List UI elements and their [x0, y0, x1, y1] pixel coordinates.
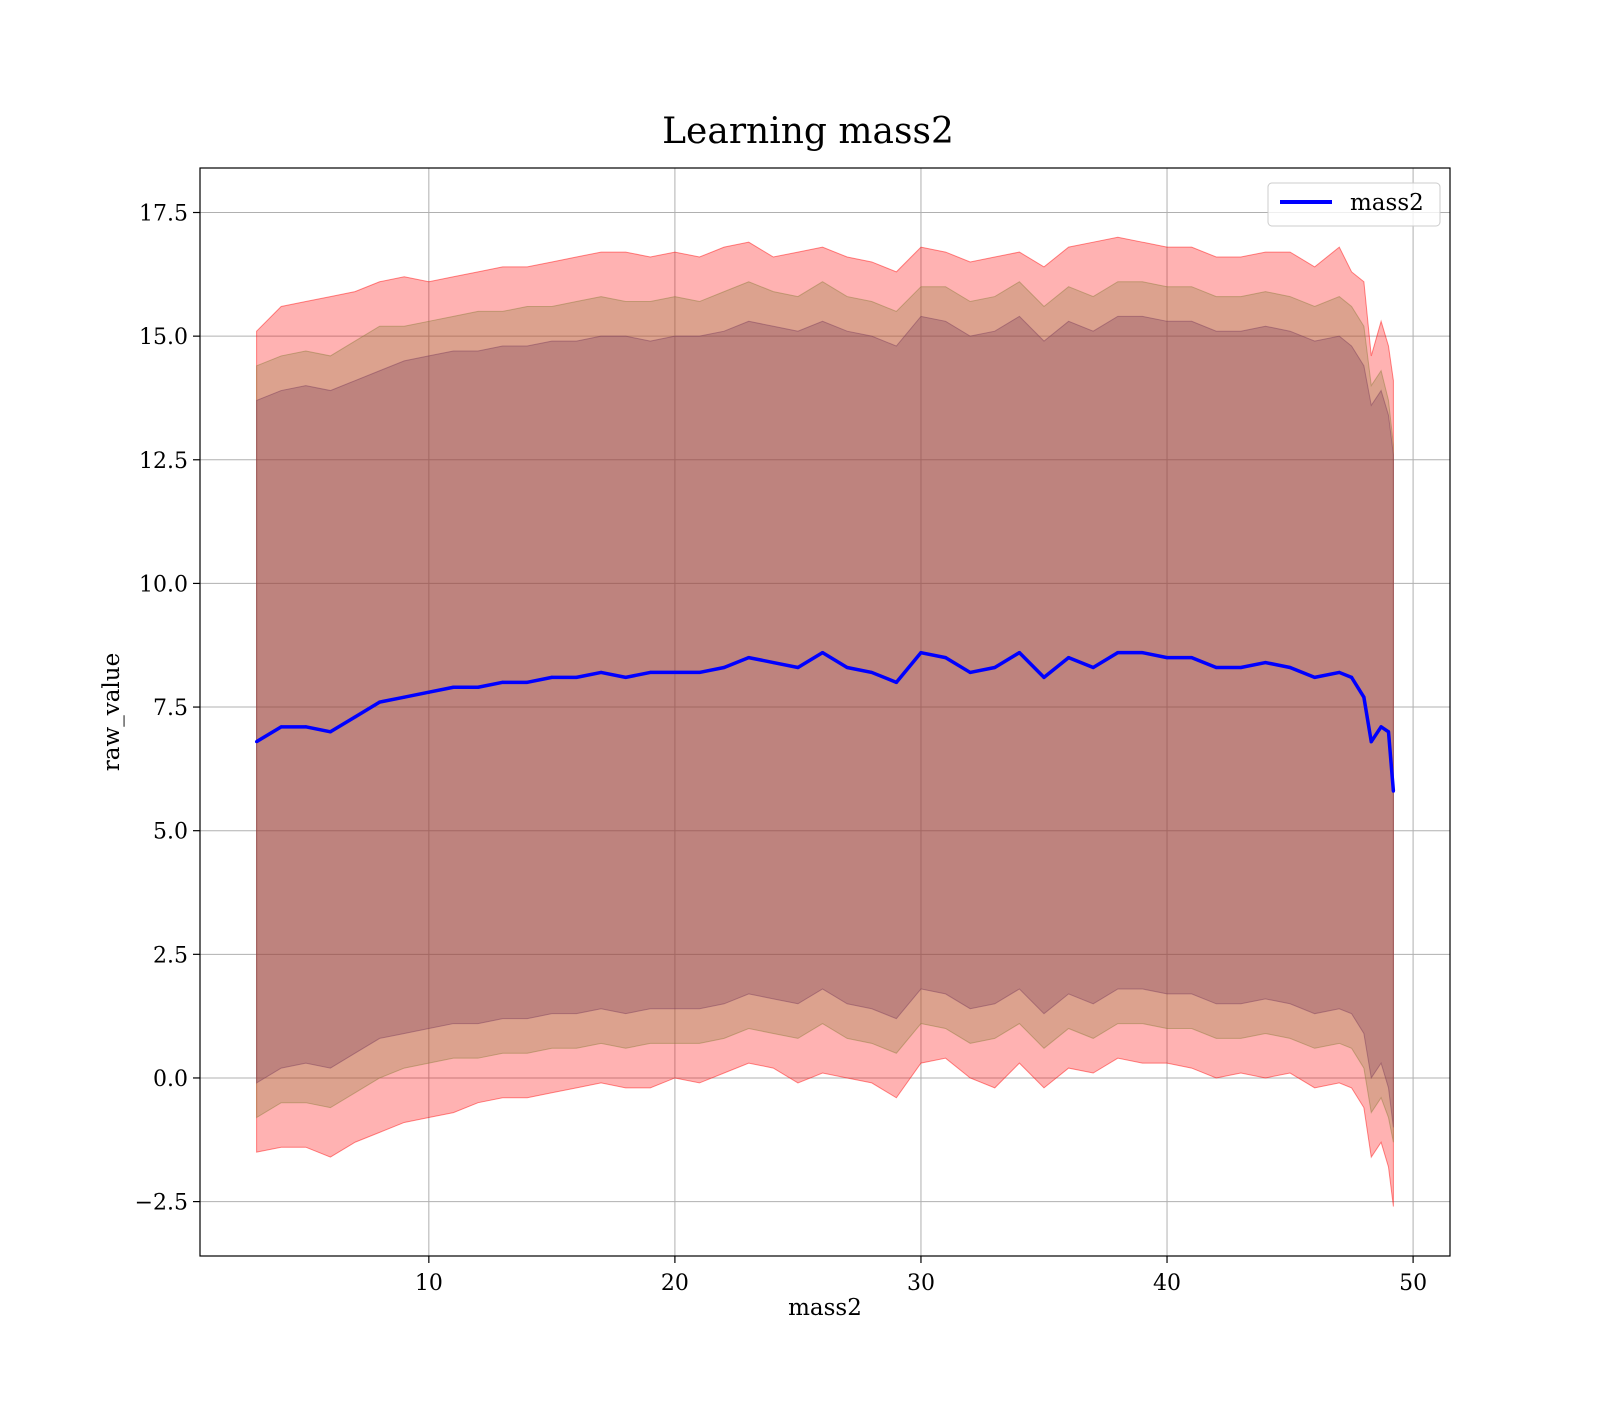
confidence-band	[256, 315, 1394, 1128]
data-point	[1379, 725, 1383, 729]
data-point	[353, 715, 357, 719]
y-tick-label: 15.0	[139, 325, 188, 350]
y-tick-label: 12.5	[139, 449, 188, 474]
data-point	[845, 665, 849, 670]
y-tick-label: 5.0	[153, 820, 188, 845]
data-point	[599, 670, 603, 675]
data-point	[1337, 670, 1341, 675]
x-axis-label: mass2	[788, 1295, 862, 1321]
x-tick-label: 20	[661, 1271, 689, 1296]
data-point	[1349, 675, 1354, 679]
y-axis-label: raw_value	[99, 653, 125, 771]
data-point	[254, 740, 259, 744]
data-point	[796, 665, 800, 670]
data-point	[1116, 651, 1120, 655]
plot-frame	[199, 167, 1451, 1257]
data-point	[550, 675, 554, 679]
y-tick-label: 17.5	[139, 202, 188, 227]
data-point	[279, 725, 283, 729]
data-point	[1239, 665, 1243, 670]
data-point	[747, 656, 751, 660]
y-tick-label: 0.0	[153, 1067, 188, 1092]
data-point	[328, 730, 333, 734]
data-point	[304, 725, 308, 729]
data-point	[894, 680, 898, 684]
confidence-band	[256, 281, 1394, 1143]
data-point	[1017, 651, 1021, 655]
data-point	[402, 695, 406, 699]
data-point	[1362, 695, 1366, 699]
data-point	[1263, 660, 1268, 665]
data-point	[1091, 665, 1095, 670]
legend: mass2	[1267, 182, 1441, 227]
data-point	[1313, 675, 1317, 679]
legend-label: mass2	[1350, 190, 1424, 216]
data-point	[1288, 665, 1292, 670]
y-tick-label: −2.5	[135, 1191, 188, 1216]
data-point	[1391, 789, 1396, 793]
grid	[200, 168, 1450, 1256]
x-tick-label: 50	[1399, 1271, 1427, 1296]
data-point	[722, 665, 726, 670]
y-tick-label: 7.5	[153, 696, 188, 721]
data-point	[771, 660, 775, 665]
data-point	[1067, 656, 1071, 660]
x-tick-label: 40	[1153, 1271, 1181, 1296]
data-point	[476, 685, 480, 689]
data-point	[1190, 656, 1194, 660]
data-point	[968, 670, 972, 675]
data-point	[697, 670, 702, 675]
data-point	[525, 680, 529, 684]
data-point	[1042, 675, 1046, 679]
confidence-band	[256, 236, 1394, 1207]
data-point	[427, 690, 431, 694]
data-point	[1369, 740, 1373, 744]
y-tick-label: 10.0	[139, 572, 188, 597]
axis-ticks: 10 20 30 40 50 −2.5 0.0 2.5 5.0 7.5 10.0 12.5 15.0 17…	[135, 202, 1428, 1296]
plot-area	[200, 168, 1450, 1256]
data-point	[624, 675, 628, 679]
chart-title: Learning mass2	[662, 111, 954, 152]
data-point	[574, 675, 579, 679]
data-point	[501, 680, 505, 684]
data-point	[820, 651, 825, 655]
data-point	[870, 670, 874, 675]
series-lines	[254, 650, 1396, 793]
data-point	[1386, 730, 1391, 734]
data-point	[648, 670, 652, 675]
legend-box	[1267, 182, 1441, 227]
x-tick-label: 10	[415, 1271, 443, 1296]
data-point	[378, 700, 382, 704]
x-tick-label: 30	[907, 1271, 935, 1296]
data-point	[451, 685, 456, 689]
data-point	[1214, 665, 1218, 670]
y-tick-label: 2.5	[153, 943, 188, 968]
data-point	[1140, 651, 1145, 655]
confidence-bands	[256, 236, 1394, 1207]
data-point	[1165, 656, 1169, 660]
data-point	[673, 670, 677, 675]
data-point	[919, 651, 923, 655]
data-point	[943, 656, 948, 660]
data-point	[993, 665, 997, 670]
